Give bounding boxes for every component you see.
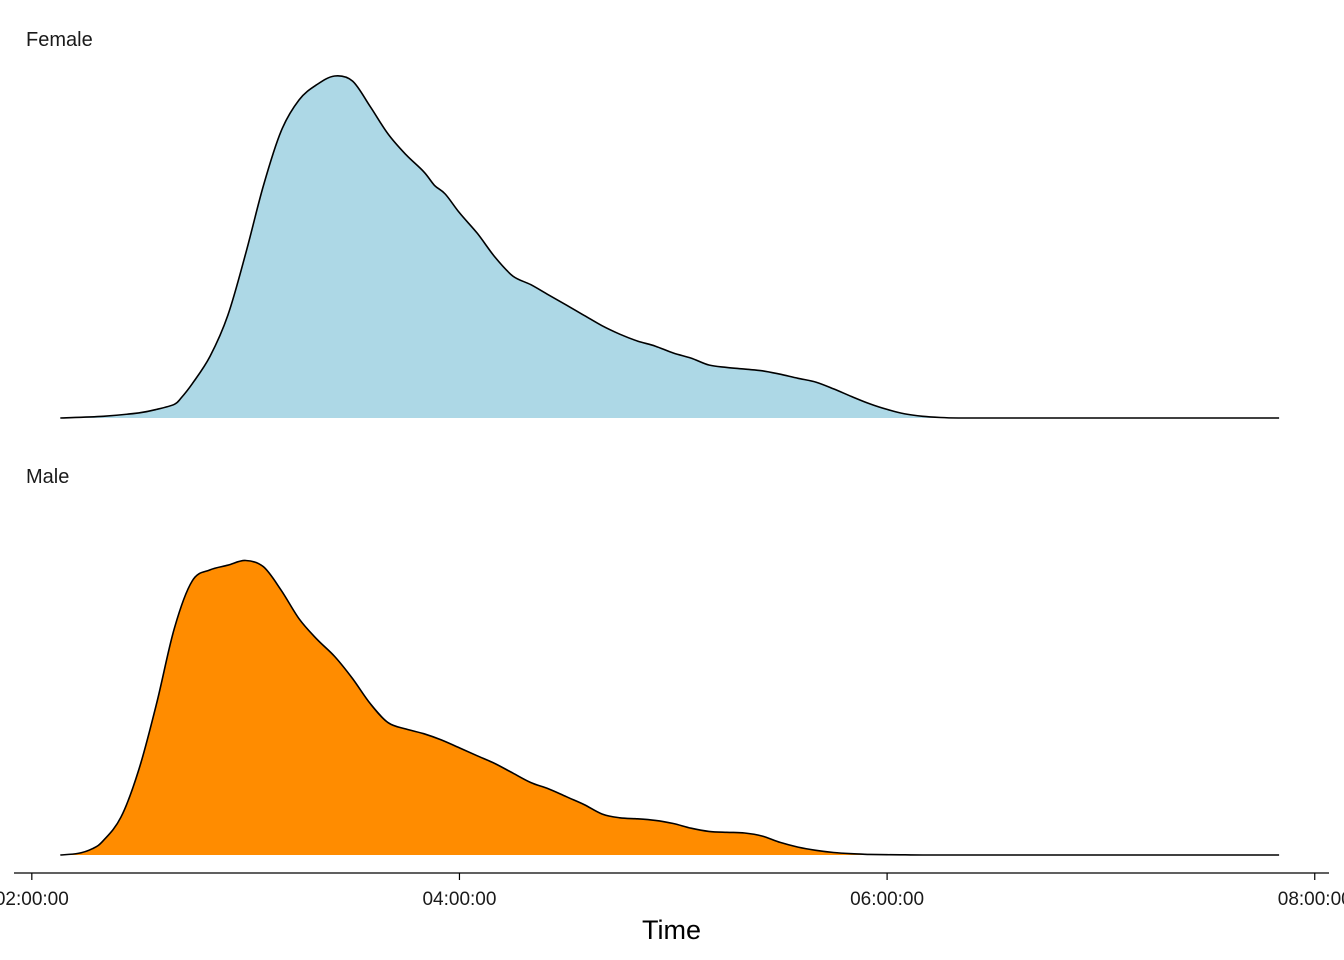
panel-label-female: Female (26, 29, 93, 51)
x-axis-title: Time (642, 915, 701, 945)
density-line-male (60, 559, 1280, 856)
x-tick-label: 04:00:00 (422, 889, 496, 910)
density-area-male (60, 560, 1280, 855)
x-tick-label: 06:00:00 (850, 889, 924, 910)
panel-female: Female (26, 29, 1280, 419)
x-tick-label: 02:00:00 (0, 889, 69, 910)
panel-male: Male (26, 466, 1280, 856)
density-area-female (60, 75, 1280, 419)
density-line-female (60, 75, 1280, 419)
ridgeline-panels: Female Male (26, 29, 1280, 856)
panel-label-male: Male (26, 466, 69, 488)
x-tick-label: 08:00:00 (1278, 889, 1344, 910)
x-axis: 02:00:00 04:00:00 06:00:00 08:00:00 (0, 872, 1344, 910)
